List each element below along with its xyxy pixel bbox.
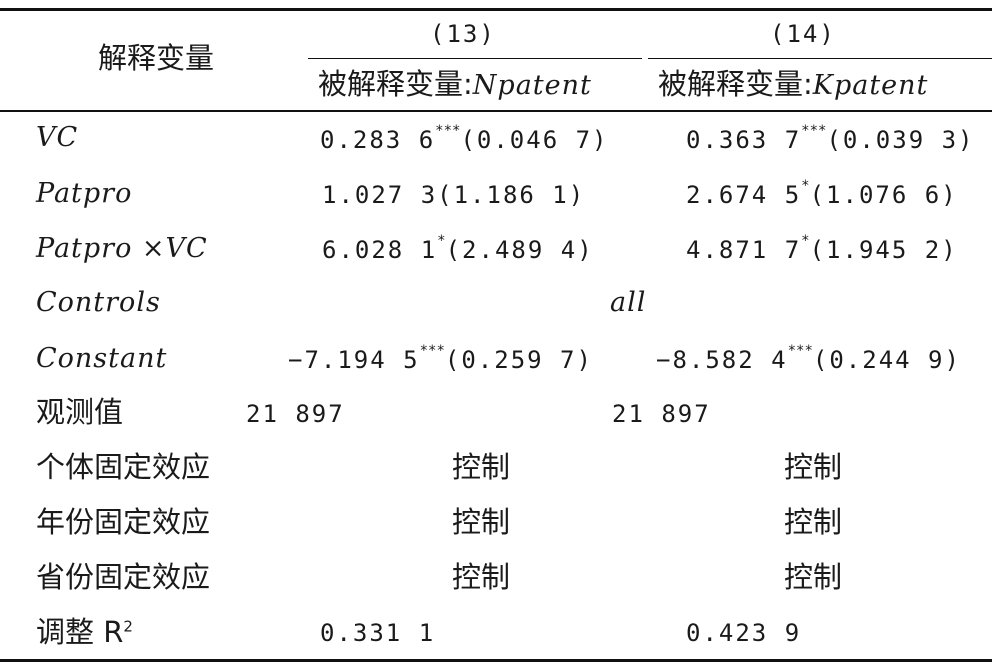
vc-estimate-13: 0.283 6***(0.046 7) <box>320 124 609 154</box>
standard-error: (0.244 9) <box>812 346 961 374</box>
stub-header: 解释变量 <box>98 41 215 75</box>
significance-stars: *** <box>801 123 827 139</box>
dep-var-name: Kpatent <box>812 70 929 101</box>
significance-stars: * <box>437 233 446 249</box>
row-label-patpro: Patpro <box>36 178 133 209</box>
observations-14: 21 897 <box>612 400 711 428</box>
dep-var-header-13: 被解释变量:Npatent <box>318 67 592 101</box>
row-label-controls: Controls <box>36 287 161 318</box>
standard-error: (2.489 4) <box>445 236 594 264</box>
estimate: −8.582 4 <box>656 346 788 374</box>
individual-fe-13: 控制 <box>452 450 511 484</box>
significance-stars: *** <box>419 343 445 359</box>
dep-var-label: 被解释变量: <box>318 67 473 101</box>
patpro-x-vc-estimate-13: 6.028 1*(2.489 4) <box>322 234 594 264</box>
estimate: 4.871 7 <box>686 236 802 264</box>
row-label-vc: VC <box>36 122 79 153</box>
observations-13: 21 897 <box>246 400 345 428</box>
row-label-year-fe: 年份固定效应 <box>36 505 211 539</box>
dep-var-label: 被解释变量: <box>658 67 813 101</box>
patpro-estimate-13: 1.027 3(1.186 1) <box>322 183 585 207</box>
row-label-constant: Constant <box>36 343 168 374</box>
province-fe-13: 控制 <box>452 560 511 594</box>
row-label-patpro-x-vc: Patpro ×VC <box>36 233 208 264</box>
patpro-estimate-14: 2.674 5*(1.076 6) <box>686 179 958 209</box>
superscript-two: 2 <box>123 617 133 636</box>
adjusted-r2-13: 0.331 1 <box>320 619 436 647</box>
significance-stars: *** <box>787 343 813 359</box>
year-fe-13: 控制 <box>452 505 511 539</box>
standard-error: (0.039 3) <box>826 126 975 154</box>
constant-estimate-14: −8.582 4***(0.244 9) <box>656 344 961 374</box>
estimate: −7.194 5 <box>288 346 420 374</box>
bottom-rule <box>0 659 992 662</box>
header-rule <box>0 110 992 112</box>
standard-error: (1.186 1) <box>437 181 586 209</box>
row-label-observations: 观测值 <box>36 395 124 429</box>
group-rule-13 <box>308 58 642 59</box>
estimate: 1.027 3 <box>322 181 438 209</box>
standard-error: (1.945 2) <box>809 236 958 264</box>
dep-var-header-14: 被解释变量:Kpatent <box>658 67 929 101</box>
standard-error: (0.259 7) <box>444 346 593 374</box>
estimate: 6.028 1 <box>322 236 438 264</box>
group-rule-14 <box>648 58 992 59</box>
controls-value: all <box>610 287 647 318</box>
significance-stars: * <box>801 233 810 249</box>
year-fe-14: 控制 <box>784 505 843 539</box>
province-fe-14: 控制 <box>784 560 843 594</box>
adjusted-r-label: 调整 R <box>36 615 124 649</box>
individual-fe-14: 控制 <box>784 450 843 484</box>
standard-error: (1.076 6) <box>809 181 958 209</box>
row-label-adjusted-r2: 调整 R2 <box>36 618 133 647</box>
row-label-individual-fe: 个体固定效应 <box>36 450 211 484</box>
dep-var-name: Npatent <box>472 70 592 101</box>
adjusted-r2-14: 0.423 9 <box>686 619 802 647</box>
patpro-x-vc-estimate-14: 4.871 7*(1.945 2) <box>686 234 958 264</box>
constant-estimate-13: −7.194 5***(0.259 7) <box>288 344 593 374</box>
estimate: 0.283 6 <box>320 126 436 154</box>
standard-error: (0.046 7) <box>460 126 609 154</box>
row-label-province-fe: 省份固定效应 <box>36 560 211 594</box>
column-number-13: (13) <box>430 20 496 48</box>
column-number-14: (14) <box>770 20 836 48</box>
estimate: 2.674 5 <box>686 181 802 209</box>
vc-estimate-14: 0.363 7***(0.039 3) <box>686 124 975 154</box>
top-rule <box>0 8 992 11</box>
significance-stars: * <box>801 178 810 194</box>
significance-stars: *** <box>435 123 461 139</box>
estimate: 0.363 7 <box>686 126 802 154</box>
